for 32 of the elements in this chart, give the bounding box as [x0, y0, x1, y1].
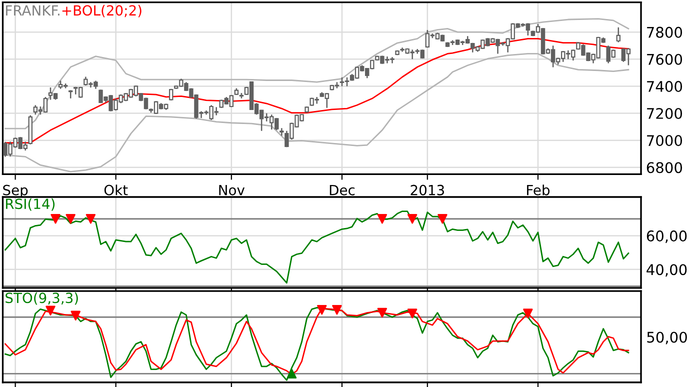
chart-subtitle: +BOL(20;2) [62, 4, 142, 18]
point [70, 310, 80, 321]
line-series [4, 53, 630, 172]
x-tick-label: 2013 [410, 184, 444, 196]
chart-title: STO(9,3,3) [6, 292, 78, 305]
point [332, 305, 342, 315]
point [46, 306, 56, 316]
x-tick-label: Okt [104, 184, 128, 196]
point [407, 308, 418, 318]
x-tick-label: Nov [219, 184, 245, 196]
point [523, 308, 533, 318]
y-tick-label: 60,00 [646, 230, 687, 243]
y-tick-label: 7800 [647, 26, 682, 38]
x-tick-label: Feb [527, 184, 550, 196]
line-series [4, 18, 630, 130]
line-series [4, 38, 630, 144]
chart-title: RSI(14) [6, 198, 55, 211]
y-tick-label: 7200 [647, 108, 682, 120]
y-tick-label: 7600 [647, 54, 682, 65]
x-tick-label: Dec [330, 184, 355, 196]
line-series [4, 210, 630, 284]
y-tick-label: 6800 [646, 162, 682, 174]
y-tick-label: 40,00 [646, 264, 687, 277]
point [377, 308, 388, 318]
text: 50,00 [647, 332, 687, 344]
chart-title: FRANKF. [6, 5, 60, 16]
candlestick [616, 26, 621, 43]
point [317, 305, 327, 315]
point [286, 368, 297, 379]
y-tick-label: 7400 [647, 80, 682, 92]
x-tick-label: Sep [3, 184, 28, 198]
y-tick-label: 7000 [647, 135, 682, 146]
